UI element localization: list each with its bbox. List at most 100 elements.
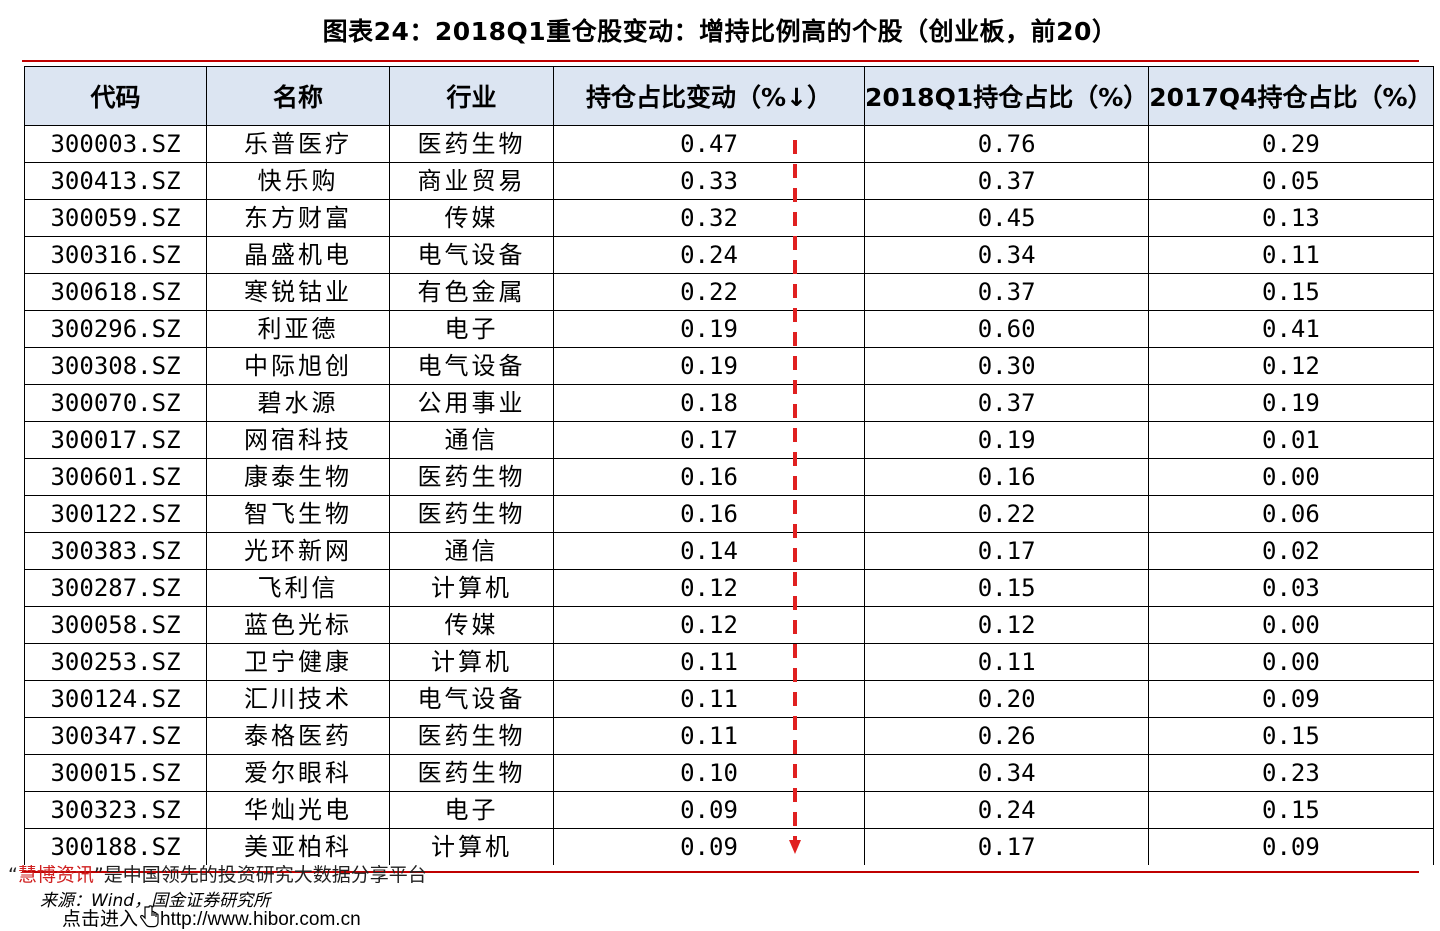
cell-2017q4: 0.41	[1148, 310, 1434, 348]
link-url[interactable]: http://www.hibor.com.cn	[160, 909, 361, 930]
cell-industry: 计算机	[389, 828, 554, 865]
table-row: 300003.SZ 乐普医疗 医药生物 0.47 0.76 0.29	[24, 125, 1434, 163]
cell-name: 利亚德	[206, 310, 390, 348]
header-change: 持仓占比变动（%↓）	[553, 66, 865, 126]
header-industry: 行业	[389, 66, 554, 126]
cell-code: 300347.SZ	[24, 717, 207, 755]
cell-2017q4: 0.19	[1148, 384, 1434, 422]
table-row: 300017.SZ 网宿科技 通信 0.17 0.19 0.01	[24, 421, 1434, 459]
cell-2018q1: 0.15	[863, 569, 1150, 607]
cell-2018q1: 0.17	[863, 828, 1150, 865]
cell-2017q4: 0.00	[1148, 643, 1434, 681]
cell-2017q4: 0.23	[1148, 754, 1434, 792]
hibor-link[interactable]: 点击进入 http://www.hibor.com.cn	[62, 904, 361, 931]
cell-2017q4: 0.15	[1148, 717, 1434, 755]
cell-name: 卫宁健康	[206, 643, 390, 681]
cell-industry: 商业贸易	[389, 162, 554, 200]
table-row: 300015.SZ 爱尔眼科 医药生物 0.10 0.34 0.23	[24, 754, 1434, 792]
cell-2018q1: 0.24	[863, 791, 1150, 829]
cell-2017q4: 0.02	[1148, 532, 1434, 570]
cell-name: 爱尔眼科	[206, 754, 390, 792]
cell-name: 光环新网	[206, 532, 390, 570]
footer-divider	[22, 871, 1419, 873]
source-note: 来源：Wind，国金证券研究所	[40, 891, 271, 911]
cell-2018q1: 0.11	[863, 643, 1150, 681]
cell-2017q4: 0.00	[1148, 606, 1434, 644]
cell-industry: 公用事业	[389, 384, 554, 422]
cell-2018q1: 0.34	[863, 236, 1150, 274]
cell-industry: 电气设备	[389, 236, 554, 274]
cell-change: 0.10	[553, 754, 865, 792]
table-header-row: 代码 名称 行业 持仓占比变动（%↓） 2018Q1持仓占比（%） 2017Q4…	[24, 66, 1434, 126]
cell-code: 300316.SZ	[24, 236, 207, 274]
cell-change: 0.09	[553, 791, 865, 829]
cell-2017q4: 0.29	[1148, 125, 1434, 163]
cell-name: 碧水源	[206, 384, 390, 422]
cell-2017q4: 0.12	[1148, 347, 1434, 385]
cell-industry: 通信	[389, 421, 554, 459]
cell-name: 快乐购	[206, 162, 390, 200]
cell-change: 0.18	[553, 384, 865, 422]
cell-name: 飞利信	[206, 569, 390, 607]
cell-2017q4: 0.03	[1148, 569, 1434, 607]
table-row: 300058.SZ 蓝色光标 传媒 0.12 0.12 0.00	[24, 606, 1434, 644]
cell-name: 汇川技术	[206, 680, 390, 718]
cell-code: 300070.SZ	[24, 384, 207, 422]
link-prefix: 点击进入	[62, 909, 139, 930]
cell-name: 智飞生物	[206, 495, 390, 533]
cell-name: 蓝色光标	[206, 606, 390, 644]
table-row: 300296.SZ 利亚德 电子 0.19 0.60 0.41	[24, 310, 1434, 348]
cell-code: 300618.SZ	[24, 273, 207, 311]
hand-pointer-icon	[140, 905, 159, 928]
table-row: 300347.SZ 泰格医药 医药生物 0.11 0.26 0.15	[24, 717, 1434, 755]
cell-name: 美亚柏科	[206, 828, 390, 865]
watermark-open-quote: “	[8, 864, 18, 886]
cell-change: 0.47	[553, 125, 865, 163]
cell-industry: 有色金属	[389, 273, 554, 311]
cell-name: 泰格医药	[206, 717, 390, 755]
cell-code: 300413.SZ	[24, 162, 207, 200]
cell-2017q4: 0.09	[1148, 680, 1434, 718]
cell-industry: 电子	[389, 310, 554, 348]
watermark-brand: 慧博资讯	[17, 864, 94, 886]
cell-industry: 电子	[389, 791, 554, 829]
cell-2018q1: 0.37	[863, 384, 1150, 422]
cell-change: 0.24	[553, 236, 865, 274]
cell-code: 300059.SZ	[24, 199, 207, 237]
header-code: 代码	[24, 66, 207, 126]
cell-code: 300287.SZ	[24, 569, 207, 607]
page-title: 图表24：2018Q1重仓股变动：增持比例高的个股（创业板，前20）	[322, 17, 1118, 46]
cell-code: 300308.SZ	[24, 347, 207, 385]
cell-change: 0.32	[553, 199, 865, 237]
table-row: 300308.SZ 中际旭创 电气设备 0.19 0.30 0.12	[24, 347, 1434, 385]
cell-2017q4: 0.15	[1148, 791, 1434, 829]
table-row: 300316.SZ 晶盛机电 电气设备 0.24 0.34 0.11	[24, 236, 1434, 274]
cell-name: 康泰生物	[206, 458, 390, 496]
cell-2018q1: 0.16	[863, 458, 1150, 496]
table-row: 300059.SZ 东方财富 传媒 0.32 0.45 0.13	[24, 199, 1434, 237]
cell-code: 300323.SZ	[24, 791, 207, 829]
cell-2017q4: 0.09	[1148, 828, 1434, 865]
cell-change: 0.16	[553, 458, 865, 496]
cell-industry: 医药生物	[389, 458, 554, 496]
table-row: 300287.SZ 飞利信 计算机 0.12 0.15 0.03	[24, 569, 1434, 607]
cell-2018q1: 0.20	[863, 680, 1150, 718]
cell-2018q1: 0.34	[863, 754, 1150, 792]
table-row: 300253.SZ 卫宁健康 计算机 0.11 0.11 0.00	[24, 643, 1434, 681]
cell-code: 300253.SZ	[24, 643, 207, 681]
cell-change: 0.17	[553, 421, 865, 459]
table-row: 300383.SZ 光环新网 通信 0.14 0.17 0.02	[24, 532, 1434, 570]
table-body: 300003.SZ 乐普医疗 医药生物 0.47 0.76 0.29 300413.SZ 快乐…	[24, 125, 1434, 865]
cell-name: 晶盛机电	[206, 236, 390, 274]
watermark-rest: ”是中国领先的投资研究大数据分享平台	[93, 864, 427, 886]
cell-change: 0.19	[553, 310, 865, 348]
cell-code: 300017.SZ	[24, 421, 207, 459]
cell-change: 0.09	[553, 828, 865, 865]
table-row: 300124.SZ 汇川技术 电气设备 0.11 0.20 0.09	[24, 680, 1434, 718]
title-divider	[22, 60, 1419, 62]
cell-2017q4: 0.11	[1148, 236, 1434, 274]
cell-change: 0.11	[553, 717, 865, 755]
watermark-text: “慧博资讯”是中国领先的投资研究大数据分享平台	[8, 860, 427, 887]
cell-2018q1: 0.22	[863, 495, 1150, 533]
cell-2017q4: 0.00	[1148, 458, 1434, 496]
